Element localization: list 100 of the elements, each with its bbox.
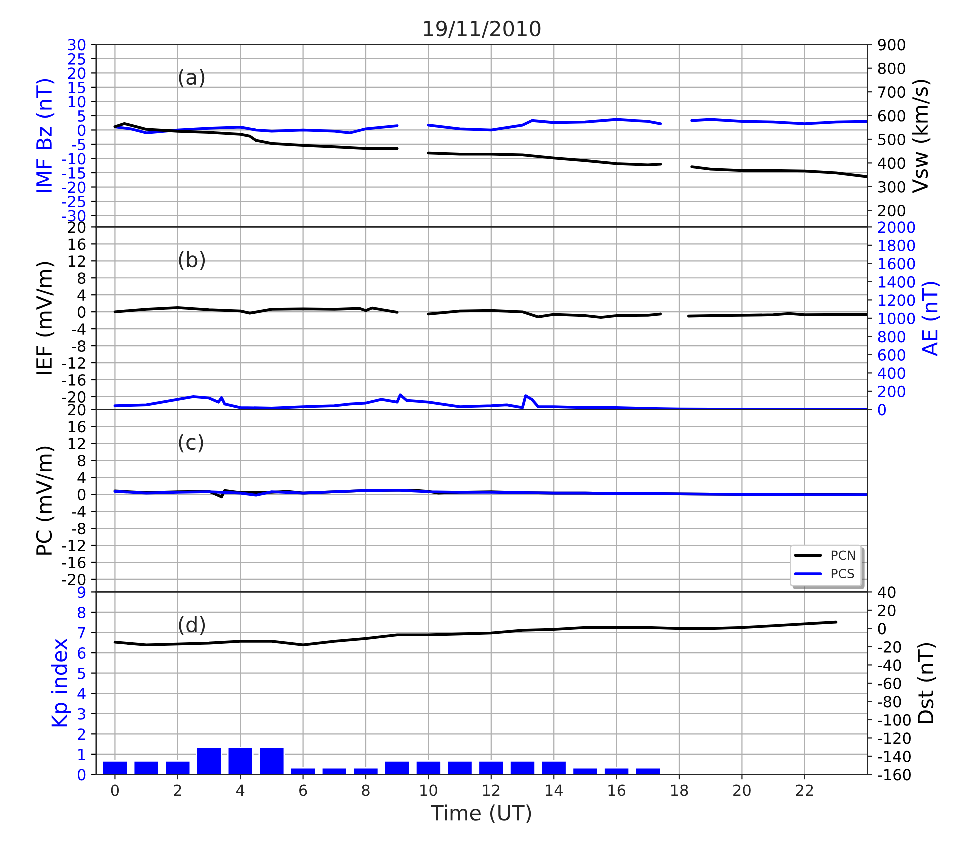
y-tick-label: 10 [68, 96, 86, 108]
y2-tick-label: 300 [878, 181, 906, 193]
y-tick-label: 5 [78, 110, 86, 122]
x-tick-label: 4 [236, 784, 245, 796]
y-tick-label: -12 [62, 357, 86, 369]
y-tick-label: -12 [62, 540, 86, 552]
y2-tick-label: 600 [878, 110, 906, 122]
y-tick-label: 25 [68, 53, 86, 65]
y-axis-title: Kp index [51, 638, 72, 727]
y-tick-label: 4 [78, 472, 86, 484]
y-tick-label: -8 [72, 523, 86, 535]
x-tick-label: 14 [546, 784, 563, 796]
y-tick-label: 12 [68, 256, 86, 267]
y2-tick-label: 1400 [879, 276, 916, 288]
y-tick-label: 16 [68, 238, 86, 250]
y2-tick-label: -160 [878, 769, 911, 781]
y-tick-label: -20 [62, 574, 86, 586]
y2-tick-label: -40 [878, 660, 902, 672]
y-tick-label: -20 [62, 391, 86, 403]
y-tick-label: 15 [68, 82, 86, 94]
y2-axis-title: Dst (nT) [918, 643, 936, 724]
y-tick-label: 16 [68, 421, 86, 433]
y-tick-label: 12 [68, 438, 86, 450]
x-tick-label: 2 [174, 784, 182, 796]
y2-tick-label: 400 [878, 158, 906, 170]
x-tick-label: 10 [420, 784, 438, 796]
chart-title: 19/11/2010 [424, 20, 541, 38]
x-tick-label: 16 [608, 784, 626, 796]
annotation: (c) [179, 434, 204, 453]
y2-tick-label: 700 [878, 86, 906, 98]
y-axis-title: IEF (mV/m) [36, 262, 55, 374]
x-tick-label: 6 [300, 784, 308, 796]
x-axis-title: Time (UT) [431, 804, 532, 824]
y2-tick-label: 200 [878, 205, 906, 217]
y2-tick-label: 40 [878, 586, 896, 598]
y2-tick-label: -80 [878, 696, 902, 708]
y-tick-label: 4 [78, 688, 86, 700]
y2-axis-title: AE (nT) [922, 282, 940, 356]
x-tick-label: 0 [111, 784, 120, 796]
y2-tick-label: 500 [878, 134, 906, 146]
y-tick-label: -4 [72, 506, 86, 518]
y-axis-title: IMF Bz (nT) [36, 79, 55, 192]
y-tick-label: -30 [62, 210, 86, 222]
y-tick-label: 9 [78, 586, 86, 598]
y-tick-label: 4 [78, 290, 86, 301]
y2-tick-label: 1600 [879, 258, 916, 270]
y2-tick-label: -100 [878, 714, 911, 726]
legend-label: PCS [832, 569, 854, 579]
y2-tick-label: 900 [878, 39, 906, 51]
y-tick-label: 20 [68, 404, 86, 416]
y-tick-label: 1 [78, 749, 86, 760]
y-tick-label: 3 [78, 708, 86, 720]
y2-tick-label: 200 [878, 386, 906, 398]
y-tick-label: -4 [72, 324, 86, 335]
y2-tick-label: 0 [878, 623, 886, 635]
y2-tick-label: 600 [878, 349, 906, 361]
y2-tick-label: -20 [878, 641, 902, 653]
y-tick-label: 8 [78, 606, 86, 619]
y-tick-label: -15 [62, 168, 86, 180]
y2-tick-label: 20 [878, 604, 896, 616]
y-tick-label: 20 [68, 68, 86, 80]
x-tick-label: 22 [796, 784, 814, 796]
y-axis-title: PC (mV/m) [36, 446, 55, 555]
y2-tick-label: 0 [878, 404, 886, 416]
x-tick-label: 20 [734, 784, 751, 796]
annotation: (a) [179, 69, 205, 88]
y-tick-label: -10 [62, 153, 86, 165]
annotation: (b) [179, 252, 206, 270]
y-tick-label: 0 [78, 306, 86, 318]
y2-tick-label: 800 [878, 331, 906, 343]
y-tick-label: 30 [68, 39, 86, 51]
y-tick-label: -8 [72, 340, 86, 352]
y2-tick-label: 400 [878, 368, 906, 380]
y2-tick-label: -140 [878, 750, 911, 762]
y-tick-label: 0 [78, 124, 86, 136]
legend-label: PCN [832, 550, 856, 560]
y-tick-label: 0 [78, 489, 86, 501]
y-tick-label: -25 [62, 196, 86, 208]
y2-tick-label: 1200 [879, 294, 916, 306]
annotation: (d) [179, 616, 206, 636]
y2-tick-label: 1800 [879, 240, 916, 252]
y-tick-label: 8 [78, 455, 86, 467]
y2-tick-label: -60 [878, 678, 902, 690]
y-tick-label: -16 [62, 374, 86, 386]
y-tick-label: 6 [78, 648, 86, 660]
y-tick-label: 0 [78, 769, 86, 781]
y-tick-label: 2 [78, 728, 86, 740]
line-series [114, 394, 868, 410]
y-tick-label: 7 [78, 627, 86, 639]
y2-tick-label: -120 [878, 732, 911, 744]
y-tick-label: 5 [78, 668, 86, 680]
y-tick-label: -20 [62, 182, 86, 194]
x-tick-label: 18 [671, 784, 688, 796]
y-tick-label: 20 [68, 222, 86, 234]
y2-tick-label: 1000 [879, 312, 916, 324]
y2-axis-title: Vsw (km/s) [912, 80, 931, 194]
y2-tick-label: 2000 [878, 222, 916, 234]
x-tick-label: 8 [362, 784, 370, 796]
y-tick-label: -16 [62, 556, 86, 569]
y2-tick-label: 800 [878, 62, 906, 74]
